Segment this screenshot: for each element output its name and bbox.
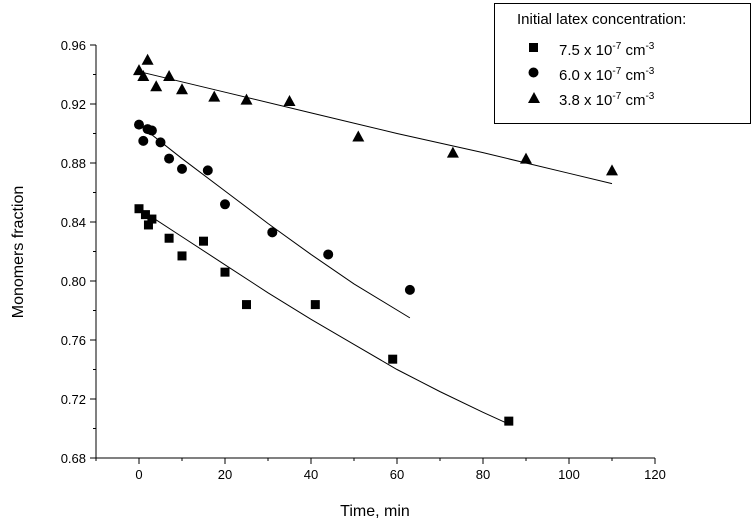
- circle-point: [177, 163, 187, 174]
- legend-title: Initial latex concentration:: [517, 11, 687, 28]
- square-point: [143, 220, 153, 230]
- square-point: [310, 300, 320, 310]
- triangle-series-fit-line: [138, 71, 613, 185]
- circle-point: [202, 165, 213, 176]
- y-tick-label: 0.80: [61, 274, 86, 289]
- y-tick-label: 0.72: [61, 392, 86, 407]
- triangle-point: [352, 130, 365, 142]
- triangle-point: [133, 64, 145, 76]
- circle-point: [164, 153, 175, 164]
- circle-point: [138, 135, 149, 146]
- fit-lines: [138, 71, 613, 425]
- legend-label: 6.0 x 10-7 cm-3: [559, 66, 655, 84]
- square-series-fit-line: [138, 208, 510, 425]
- triangle-point: [163, 69, 176, 81]
- x-tick-label: 20: [218, 467, 232, 482]
- square-point: [242, 300, 251, 310]
- triangle-point: [141, 53, 154, 65]
- y-tick-label: 0.88: [61, 156, 86, 171]
- x-tick-label: 120: [644, 467, 666, 482]
- legend-entry: 3.8 x 10-7 cm-3: [495, 89, 750, 111]
- data-points: [133, 53, 618, 426]
- circle-series-fit-line: [138, 124, 411, 319]
- square-point: [220, 267, 230, 277]
- x-tick-label: 40: [304, 467, 318, 482]
- circle-point: [323, 249, 334, 260]
- legend-label: 7.5 x 10-7 cm-3: [559, 41, 655, 59]
- triangle-point: [240, 93, 253, 105]
- triangle-point: [606, 164, 618, 176]
- x-axis-label: Time, min: [340, 503, 410, 520]
- legend-label: 3.8 x 10-7 cm-3: [559, 91, 655, 109]
- circle-point: [155, 137, 166, 148]
- square-point: [134, 204, 144, 214]
- square-point: [504, 416, 514, 426]
- axes: 0 20 40 60 80 100 120 0.68 0.72 0.76 0.80 0.84 0.88 0…: [61, 38, 666, 482]
- y-tick-label: 0.84: [61, 215, 86, 230]
- square-point: [388, 354, 398, 364]
- x-tick-label: 0: [135, 467, 142, 482]
- circle-point: [404, 284, 415, 295]
- square-point: [177, 251, 187, 261]
- legend: Initial latex concentration: 7.5 x 10-7 …: [494, 3, 751, 124]
- circle-point: [267, 227, 278, 238]
- circle-point: [220, 199, 230, 210]
- square-point: [164, 233, 174, 243]
- y-tick-label: 0.76: [61, 333, 86, 348]
- square-point: [147, 214, 157, 224]
- x-tick-label: 60: [390, 467, 404, 482]
- triangle-point: [150, 80, 163, 92]
- x-tick-label: 80: [476, 467, 490, 482]
- triangle-point: [283, 95, 296, 107]
- circle-marker-icon: [528, 67, 539, 78]
- circle-point: [146, 125, 157, 136]
- y-axis-label: Monomers fraction: [10, 186, 27, 319]
- y-tick-label: 0.68: [61, 451, 86, 466]
- x-tick-label: 100: [558, 467, 580, 482]
- triangle-marker-icon: [528, 92, 540, 103]
- square-point: [199, 236, 208, 246]
- triangle-point: [208, 90, 221, 102]
- circle-point: [134, 119, 144, 130]
- y-tick-label: 0.96: [61, 38, 86, 53]
- legend-entry: 7.5 x 10-7 cm-3: [495, 39, 750, 61]
- triangle-point: [137, 69, 150, 81]
- square-marker-icon: [529, 43, 538, 52]
- triangle-point: [176, 83, 188, 95]
- square-point: [140, 210, 150, 220]
- triangle-point: [520, 152, 532, 164]
- triangle-point: [446, 146, 459, 158]
- y-tick-label: 0.92: [61, 97, 86, 112]
- legend-entry: 6.0 x 10-7 cm-3: [495, 64, 750, 86]
